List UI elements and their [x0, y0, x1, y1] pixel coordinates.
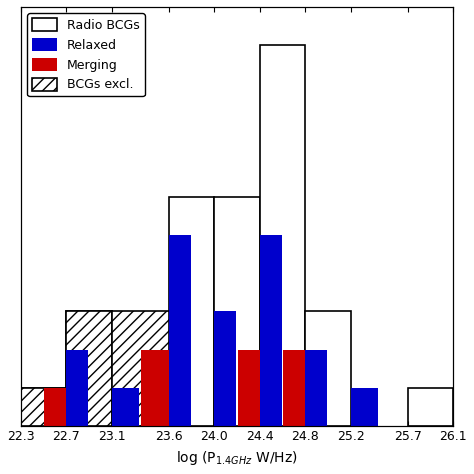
Bar — [260, 45, 305, 426]
Bar — [214, 311, 236, 426]
X-axis label: log ($\mathrm{P}_{1.4GHz}$ W/Hz): log ($\mathrm{P}_{1.4GHz}$ W/Hz) — [176, 449, 298, 467]
Bar — [408, 388, 453, 426]
Bar — [305, 349, 327, 426]
Bar — [169, 197, 214, 426]
Bar — [112, 349, 169, 426]
Bar — [66, 311, 112, 426]
Legend: Radio BCGs, Relaxed, Merging, BCGs excl.: Radio BCGs, Relaxed, Merging, BCGs excl. — [27, 13, 145, 96]
Bar — [283, 349, 305, 426]
Bar — [214, 197, 260, 426]
Bar — [45, 388, 66, 426]
Bar — [351, 388, 378, 426]
Bar — [141, 349, 169, 426]
Bar — [238, 349, 260, 426]
Bar — [169, 235, 191, 426]
Bar — [66, 311, 112, 426]
Bar — [21, 388, 66, 426]
Bar — [66, 349, 88, 426]
Bar — [112, 388, 139, 426]
Bar — [305, 311, 351, 426]
Bar — [21, 388, 66, 426]
Bar — [260, 235, 282, 426]
Bar — [112, 311, 169, 426]
